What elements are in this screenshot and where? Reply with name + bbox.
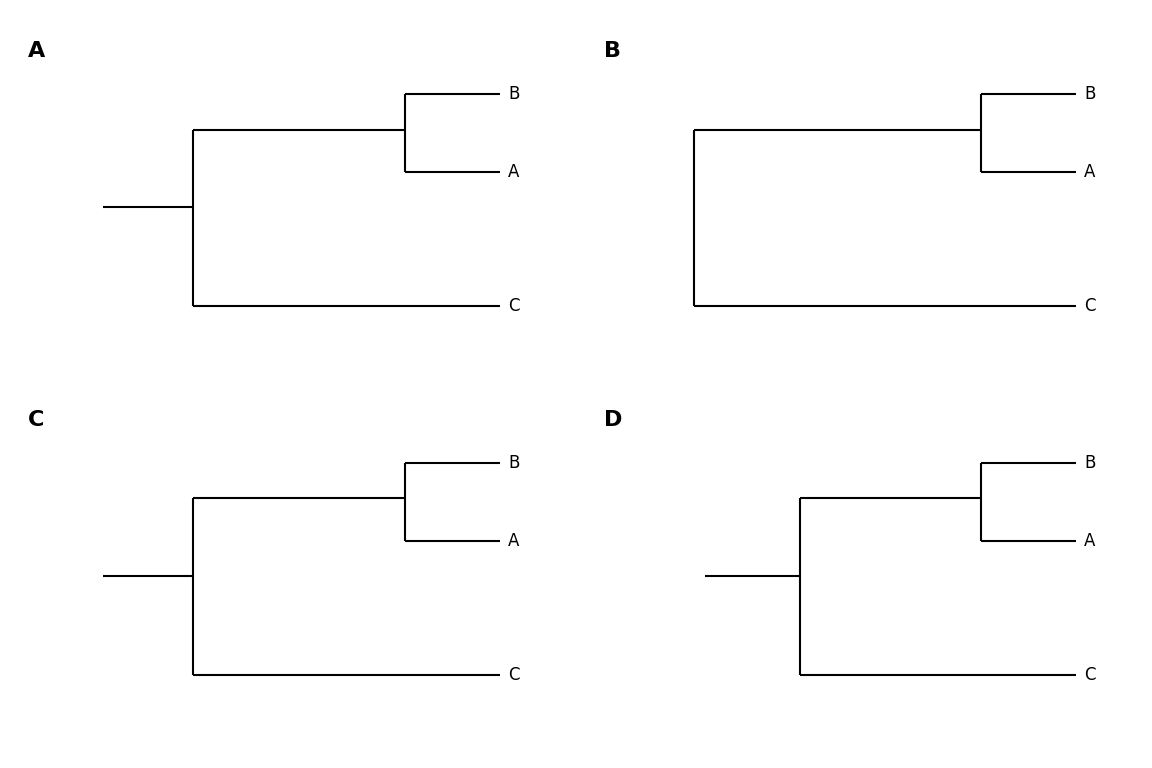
Text: C: C (29, 410, 45, 430)
Text: A: A (508, 163, 520, 181)
Text: C: C (1084, 297, 1096, 316)
Text: D: D (605, 410, 623, 430)
Text: A: A (1084, 531, 1096, 550)
Text: B: B (508, 85, 520, 104)
Text: B: B (1084, 85, 1096, 104)
Text: A: A (1084, 163, 1096, 181)
Text: B: B (1084, 454, 1096, 472)
Text: A: A (508, 531, 520, 550)
Text: C: C (508, 297, 520, 316)
Text: A: A (29, 41, 46, 61)
Text: B: B (508, 454, 520, 472)
Text: C: C (1084, 666, 1096, 684)
Text: C: C (508, 666, 520, 684)
Text: B: B (605, 41, 621, 61)
